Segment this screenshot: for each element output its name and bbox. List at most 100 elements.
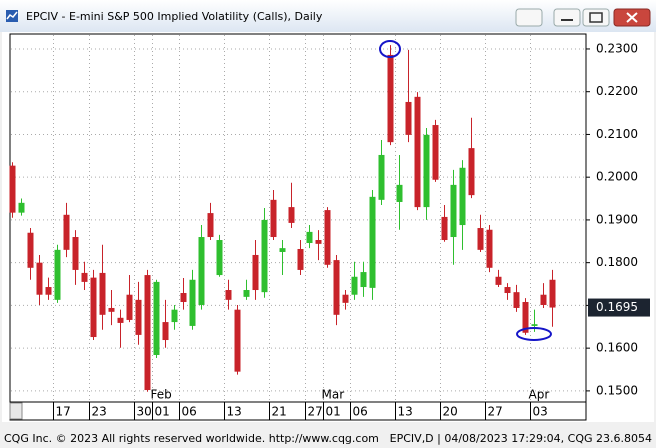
annotation-ellipse (516, 327, 552, 341)
y-tick-label: 0.1500 (596, 383, 638, 397)
candle-body (189, 279, 196, 326)
candle-body (387, 54, 394, 143)
y-tick-label: 0.2300 (596, 41, 638, 55)
y-tick-label: 0.1900 (596, 212, 638, 226)
x-tick-label: 27 (488, 405, 503, 419)
month-label: Apr (529, 388, 550, 402)
candle-body (81, 272, 88, 282)
status-bar (0, 424, 656, 448)
title-bar (0, 0, 656, 32)
month-label: Feb (151, 388, 172, 402)
x-tick-label: 13 (227, 405, 242, 419)
candle-body (324, 210, 331, 265)
candle-body (297, 248, 304, 270)
close-glyph (626, 12, 638, 23)
candle-body (468, 148, 475, 196)
month-label: Mar (322, 388, 345, 402)
candle-body (117, 317, 124, 323)
candle-body (243, 290, 250, 297)
window-title: EPCIV - E-mini S&P 500 Implied Volatilit… (26, 10, 323, 23)
candle-body (504, 287, 511, 294)
x-tick-label: 06 (182, 405, 197, 419)
candle-body (225, 290, 232, 300)
candle-body (198, 237, 205, 305)
candle-body (531, 324, 538, 326)
candle-body (207, 213, 214, 238)
x-tick-label: 23 (92, 405, 107, 419)
candle-body (432, 125, 439, 180)
candle-body (549, 279, 556, 308)
candle-body (108, 307, 115, 312)
link-button[interactable] (515, 8, 543, 27)
candle-body (90, 277, 97, 338)
candle-body (135, 299, 142, 335)
y-tick-label: 0.2000 (596, 170, 638, 184)
minimize-button[interactable] (553, 8, 581, 27)
candle-body (423, 134, 430, 208)
candle-body (333, 260, 340, 315)
candle-body (405, 101, 412, 135)
x-tick-label: 21 (272, 405, 287, 419)
candle-body (270, 199, 277, 238)
status-left: CQG Inc. © 2023 All rights reserved worl… (4, 432, 379, 445)
status-right: EPCIV,D | 04/08/2023 17:29:04, CQG 23.6.… (390, 432, 652, 445)
candle-body (144, 275, 151, 391)
candle-body (459, 167, 466, 226)
candle-body (9, 165, 16, 213)
candle-body (162, 322, 169, 341)
x-tick-label: 17 (56, 405, 71, 419)
candle-body (450, 184, 457, 238)
maximize-glyph (589, 12, 603, 23)
candle-body (27, 232, 34, 268)
candle-body (171, 309, 178, 323)
candle-body (441, 216, 448, 241)
candle-body (63, 214, 70, 250)
candle-body (522, 301, 529, 333)
last-value-label: 0.1695 (596, 300, 638, 314)
candle-body (234, 309, 241, 372)
candle-body (306, 231, 313, 244)
candle-body (477, 228, 484, 250)
candle-body (486, 229, 493, 268)
candle-body (252, 254, 259, 291)
candle-body (54, 249, 61, 300)
candle-body (36, 262, 43, 295)
y-tick-label: 0.1600 (596, 341, 638, 355)
candle-body (378, 154, 385, 200)
y-tick-label: 0.1800 (596, 255, 638, 269)
candle-body (180, 293, 187, 302)
candle-body (72, 237, 79, 270)
annotation-ellipse (379, 40, 401, 58)
candle-body (342, 294, 349, 303)
candle-body (279, 248, 286, 252)
candle-body (99, 272, 106, 315)
candle-body (414, 96, 421, 208)
candle-body (351, 276, 358, 295)
maximize-button[interactable] (582, 8, 610, 27)
scroll-handle[interactable] (9, 402, 23, 420)
candle-body (126, 294, 133, 320)
app-icon-glyph (6, 11, 18, 20)
candle-body (261, 219, 268, 293)
candle-body (540, 294, 547, 305)
candle-body (18, 202, 25, 213)
x-tick-label: 06 (353, 405, 368, 419)
x-tick-label: 01 (326, 405, 341, 419)
x-tick-label: 30 (137, 405, 152, 419)
y-tick-label: 0.2100 (596, 127, 638, 141)
candle-body (315, 240, 322, 244)
x-tick-label: 20 (443, 405, 458, 419)
candle-body (495, 276, 502, 285)
candle-body (360, 272, 367, 288)
y-tick-label: 0.2200 (596, 84, 638, 98)
candle-body (396, 184, 403, 202)
candle-body (45, 287, 52, 295)
x-tick-label: 01 (155, 405, 170, 419)
candle-body (216, 240, 223, 276)
candle-body (288, 207, 295, 223)
x-tick-label: 13 (398, 405, 413, 419)
x-tick-label: 27 (308, 405, 323, 419)
candle-body (369, 196, 376, 288)
candle-body (513, 292, 520, 308)
